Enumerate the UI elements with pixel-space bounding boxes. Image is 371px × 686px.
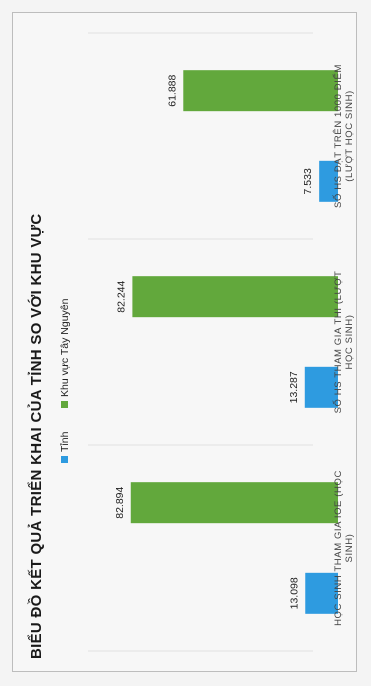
category-label-line: HỌC SINH) <box>344 314 355 369</box>
bar-value-label-1-2: 61.888 <box>166 74 178 106</box>
legend-label-1: Khu vực Tây Nguyên <box>59 298 71 397</box>
chart-title: BIỂU ĐỒ KẾT QUẢ TRIỂN KHAI CỦA TỈNH SO V… <box>27 213 45 659</box>
bar-1-0 <box>131 482 338 523</box>
bar-value-label-1-1: 82.244 <box>115 280 127 312</box>
bar-value-label-0-2: 7.533 <box>302 168 314 194</box>
bar-1-2 <box>183 70 338 111</box>
bar-value-label-0-1: 13.287 <box>288 371 300 403</box>
legend-swatch-0 <box>61 456 68 463</box>
chart-canvas: BIỂU ĐỒ KẾT QUẢ TRIỂN KHAI CỦA TỈNH SO V… <box>13 13 358 673</box>
category-label-line: SINH) <box>344 534 355 563</box>
bar-value-label-0-0: 13.098 <box>288 577 300 609</box>
category-label-0: HỌC SINH THAM GIA IOE (HỌCSINH) <box>333 470 355 626</box>
category-label-line: HỌC SINH THAM GIA IOE (HỌC <box>333 470 344 626</box>
legend-label-0: Tỉnh <box>59 431 71 452</box>
category-label-1: SỐ HS THAM GIA THI (LƯỢTHỌC SINH) <box>332 271 355 414</box>
category-label-line: (LƯỢT HỌC SINH) <box>344 90 355 182</box>
category-label-line: SỐ HS THAM GIA THI (LƯỢT <box>332 271 344 414</box>
chart-frame: BIỂU ĐỒ KẾT QUẢ TRIỂN KHAI CỦA TỈNH SO V… <box>12 12 357 672</box>
bar-value-label-1-0: 82.894 <box>114 486 126 518</box>
legend-swatch-1 <box>61 401 68 408</box>
bar-1-1 <box>132 276 338 317</box>
category-label-2: SỐ HS ĐẠT TRÊN 1000 ĐIỂM(LƯỢT HỌC SINH) <box>332 64 355 208</box>
category-label-line: SỐ HS ĐẠT TRÊN 1000 ĐIỂM <box>332 64 344 208</box>
rotated-chart-group: BIỂU ĐỒ KẾT QUẢ TRIỂN KHAI CỦA TỈNH SO V… <box>27 33 355 659</box>
